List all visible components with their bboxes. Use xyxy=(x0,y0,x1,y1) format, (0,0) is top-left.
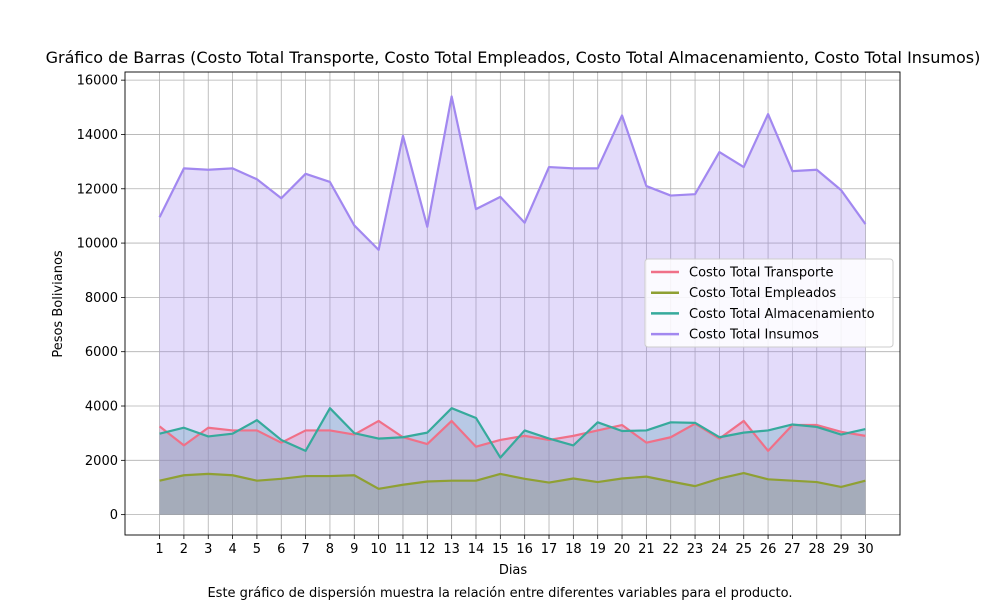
x-tick-label: 13 xyxy=(443,542,460,557)
x-tick-label: 10 xyxy=(370,542,387,557)
legend-box xyxy=(644,258,894,348)
y-tick-label: 12000 xyxy=(77,182,118,197)
x-tick-label: 4 xyxy=(228,542,236,557)
legend-entry: Costo Total Transporte xyxy=(689,266,833,281)
x-tick-label: 14 xyxy=(468,542,485,557)
x-tick-label: 12 xyxy=(419,542,436,557)
x-tick-label: 26 xyxy=(760,542,777,557)
series-line-1 xyxy=(158,419,866,452)
legend-entry: Costo Total Almacenamiento xyxy=(689,307,875,322)
series-area-2 xyxy=(159,473,866,515)
x-tick-label: 6 xyxy=(277,542,285,557)
series-line-2 xyxy=(159,471,866,490)
y-axis-label: Pesos Bolivianos xyxy=(51,250,66,358)
x-tick-label: 8 xyxy=(326,542,334,557)
x-tick-label: 30 xyxy=(857,542,874,557)
x-tick-label: 3 xyxy=(204,542,212,557)
x-tick-label: 18 xyxy=(565,542,582,557)
y-tick-label: 8000 xyxy=(85,291,118,306)
x-tick-label: 11 xyxy=(395,542,412,557)
legend-entry: Costo Total Empleados xyxy=(689,286,836,301)
x-tick-label: 16 xyxy=(516,542,533,557)
x-tick-label: 5 xyxy=(253,542,261,557)
y-tick-label: 14000 xyxy=(77,128,118,143)
x-tick-label: 28 xyxy=(808,542,825,557)
legend: Costo Total Transporte Costo Total Emplea… xyxy=(644,258,894,348)
x-tick-label: 20 xyxy=(614,542,631,557)
y-tick-label: 10000 xyxy=(77,237,118,252)
x-tick-label: 17 xyxy=(541,542,558,557)
legend-entry: Costo Total Insumos xyxy=(689,328,819,343)
x-tick-label: 23 xyxy=(687,542,704,557)
x-tick-label: 25 xyxy=(735,542,752,557)
series-line-3 xyxy=(159,407,866,459)
x-tick-label: 27 xyxy=(784,542,801,557)
x-tick-label: 2 xyxy=(180,542,188,557)
x-axis-label: Dias xyxy=(499,563,528,578)
x-tick-label: 19 xyxy=(589,542,606,557)
x-tick-label: 15 xyxy=(492,542,509,557)
x-tick-label: 22 xyxy=(662,542,679,557)
axes-frame xyxy=(124,71,901,536)
y-tick-label: 4000 xyxy=(85,400,118,415)
plot-area: 1 2 3 4 5 6 7 8 9 10 11 12 13 14 15 16 17 18 19 20 21 22 23 24 2… xyxy=(77,71,901,557)
x-tick-label: 29 xyxy=(833,542,850,557)
series-line-4 xyxy=(158,95,867,251)
y-tick-label: 0 xyxy=(110,508,118,523)
chart-caption: Este gráfico de dispersión muestra la re… xyxy=(207,586,792,600)
series-area-4 xyxy=(159,96,866,515)
x-tick-label: 7 xyxy=(301,542,309,557)
x-tick-label: 1 xyxy=(155,542,163,557)
series-area-3 xyxy=(159,408,866,515)
x-tick-label: 21 xyxy=(638,542,655,557)
x-tick-label: 9 xyxy=(350,542,358,557)
series-area-1 xyxy=(159,420,866,515)
y-tick-label: 16000 xyxy=(77,74,118,89)
chart-title: Gráfico de Barras (Costo Total Transport… xyxy=(46,48,981,67)
y-tick-label: 6000 xyxy=(85,345,118,360)
y-tick-label: 2000 xyxy=(85,454,118,469)
x-tick-label: 24 xyxy=(711,542,728,557)
